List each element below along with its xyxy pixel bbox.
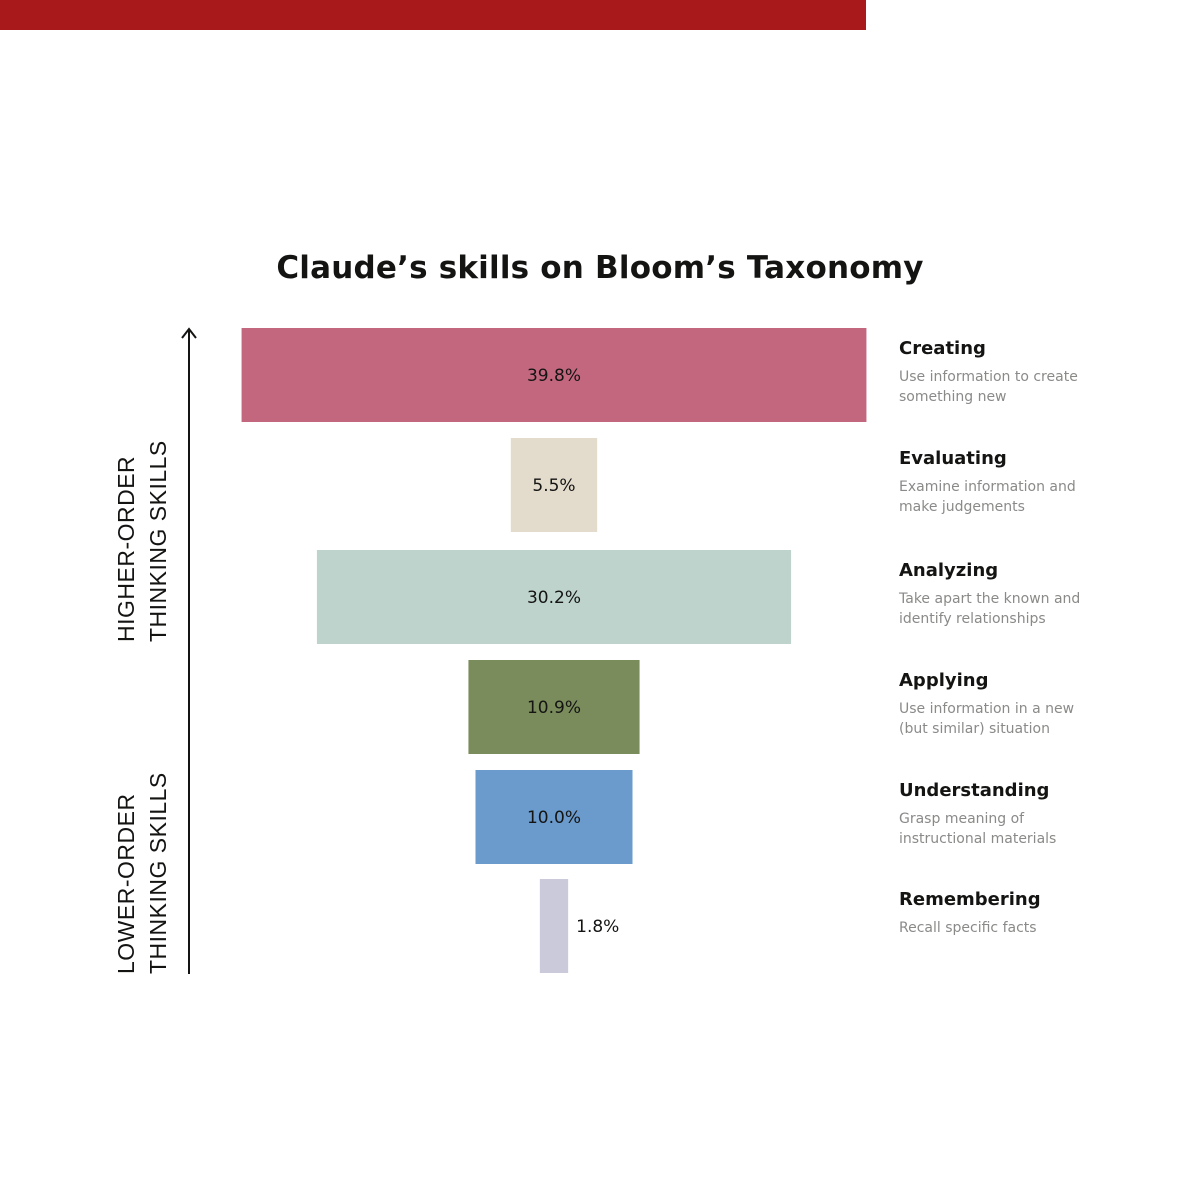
legend-description: Take apart the known and identify relati… xyxy=(899,591,1081,627)
legend-item-analyzing: Analyzing Take apart the known and identi… xyxy=(899,560,1159,629)
legend-description: Recall specific facts xyxy=(899,920,1037,936)
bar-creating xyxy=(241,328,867,422)
lower-order-label: LOWER-ORDER THINKING SKILLS xyxy=(110,752,176,974)
legend-description: Grasp meaning of instructional materials xyxy=(899,811,1057,847)
legend-name: Evaluating xyxy=(899,448,1007,469)
higher-order-line1: HIGHER-ORDER xyxy=(113,455,139,642)
legend-name: Remembering xyxy=(899,889,1041,910)
bar-value-label: 1.8% xyxy=(576,917,619,937)
bar-value-label: 39.8% xyxy=(527,366,581,386)
higher-order-line2: THINKING SKILLS xyxy=(145,440,171,642)
legend-description: Examine information and make judgements xyxy=(899,479,1076,515)
legend-item-creating: Creating Use information to create someth… xyxy=(899,338,1159,407)
axis-arrow xyxy=(181,327,197,974)
bar-value-label: 10.0% xyxy=(527,808,581,828)
bar-understanding xyxy=(475,770,633,864)
bar-analyzing xyxy=(316,550,792,644)
legend-item-evaluating: Evaluating Examine information and make j… xyxy=(899,448,1159,517)
legend-name: Understanding xyxy=(899,780,1050,801)
higher-order-label: HIGHER-ORDER THINKING SKILLS xyxy=(110,420,176,642)
bar-applying xyxy=(468,660,640,754)
bar-remembering xyxy=(539,879,569,973)
lower-order-line1: LOWER-ORDER xyxy=(113,793,139,974)
top-accent-bar xyxy=(0,0,866,30)
bar-value-label: 30.2% xyxy=(527,588,581,608)
legend-name: Analyzing xyxy=(899,560,999,581)
bar-evaluating xyxy=(510,438,598,532)
legend-item-applying: Applying Use information in a new (but si… xyxy=(899,670,1159,739)
legend-name: Creating xyxy=(899,338,986,359)
bar-value-label: 10.9% xyxy=(527,698,581,718)
lower-order-line2: THINKING SKILLS xyxy=(145,772,171,974)
chart-title: Claude’s skills on Bloom’s Taxonomy xyxy=(276,250,924,286)
legend-description: Use information to create something new xyxy=(899,369,1078,405)
legend-description: Use information in a new (but similar) s… xyxy=(899,701,1075,737)
bar-value-label: 5.5% xyxy=(532,476,575,496)
legend-item-understanding: Understanding Grasp meaning of instructio… xyxy=(899,780,1159,849)
legend-name: Applying xyxy=(899,670,989,691)
legend-item-remembering: Remembering Recall specific facts xyxy=(899,889,1159,938)
